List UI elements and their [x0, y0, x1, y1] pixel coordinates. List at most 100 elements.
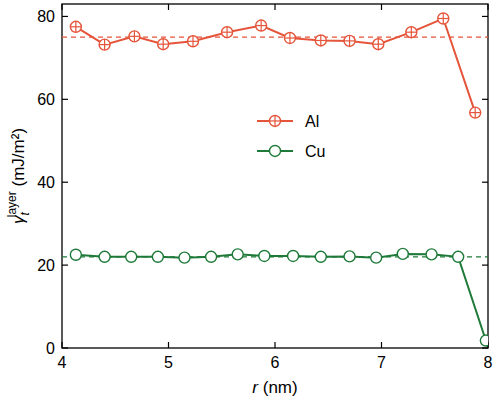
marker-circle [284, 32, 295, 43]
marker-circle [179, 252, 190, 263]
data-point [187, 36, 198, 47]
data-point [179, 252, 190, 263]
marker-plus-v [320, 35, 321, 46]
plot-area [62, 13, 488, 346]
x-tick-label: 8 [484, 354, 493, 371]
marker-circle [373, 39, 384, 50]
marker-plus-v [349, 35, 350, 46]
data-point [406, 27, 417, 38]
marker-circle [438, 13, 449, 24]
x-tick-label: 7 [377, 354, 386, 371]
data-point [315, 251, 326, 262]
y-axis-label: γtlayer (mJ/m²) [5, 128, 32, 224]
data-point [371, 252, 382, 263]
data-point [206, 251, 217, 262]
data-point [129, 31, 140, 42]
data-point [480, 335, 488, 346]
marker-circle [315, 251, 326, 262]
marker-plus-v [192, 36, 193, 47]
y-tick [62, 16, 68, 17]
y-tick-right [482, 265, 488, 266]
marker-circle [152, 251, 163, 262]
x-label-unit: (nm) [258, 378, 298, 397]
marker-plus-v [475, 107, 476, 118]
y-tick-right [482, 16, 488, 17]
y-tick-right [482, 182, 488, 183]
marker-circle [270, 145, 281, 156]
data-point [232, 249, 243, 260]
data-point [152, 251, 163, 262]
x-tick-label: 4 [58, 354, 67, 371]
x-tick [168, 342, 169, 348]
y-tick [62, 265, 68, 266]
y-tick-right [482, 347, 488, 348]
y-tick-label: 60 [37, 91, 55, 108]
series-line [76, 19, 475, 113]
x-tick-top [487, 4, 488, 10]
data-point [284, 32, 295, 43]
data-point [344, 35, 355, 46]
x-tick [61, 342, 62, 348]
marker-circle [256, 20, 267, 31]
reference-line [62, 37, 488, 38]
data-point [222, 27, 233, 38]
y-label-superscript: layer [5, 191, 19, 217]
marker-circle [270, 115, 281, 126]
marker-plus-v [226, 27, 227, 38]
data-point [288, 250, 299, 261]
marker-plus-v [75, 21, 76, 32]
legend-marker [270, 145, 281, 156]
marker-circle [99, 251, 110, 262]
marker-plus-v [289, 32, 290, 43]
marker-circle [222, 27, 233, 38]
marker-circle [315, 35, 326, 46]
data-point [99, 251, 110, 262]
marker-plus-v [443, 13, 444, 24]
y-label-subscript: t [18, 212, 32, 216]
marker-circle [397, 248, 408, 259]
marker-circle [344, 35, 355, 46]
data-point [126, 251, 137, 262]
marker-circle [99, 39, 110, 50]
legend-label: Al [305, 113, 319, 130]
legend-marker [270, 115, 281, 126]
marker-circle [480, 335, 488, 346]
y-tick-label: 40 [37, 174, 55, 191]
marker-circle [453, 251, 464, 262]
chart: 45678020406080r (nm)γtlayer (mJ/m²)AlCu [0, 0, 500, 410]
x-tick-top [274, 4, 275, 10]
marker-circle [70, 21, 81, 32]
data-point [70, 21, 81, 32]
marker-circle [158, 39, 169, 50]
data-point [397, 248, 408, 259]
data-point [453, 251, 464, 262]
x-axis-label: r (nm) [252, 378, 297, 397]
marker-plus-v [163, 39, 164, 50]
marker-plus-v [261, 20, 262, 31]
marker-circle [406, 27, 417, 38]
x-tick-top [381, 4, 382, 10]
legend-label: Cu [305, 143, 325, 160]
x-tick-label: 6 [271, 354, 280, 371]
y-tick-label: 20 [37, 257, 55, 274]
marker-circle [126, 251, 137, 262]
y-tick [62, 347, 68, 348]
x-tick-top [61, 4, 62, 10]
y-tick-label: 0 [46, 340, 55, 357]
plot-frame [62, 4, 488, 348]
legend: Al Cu [257, 113, 325, 160]
x-tick-top [168, 4, 169, 10]
marker-circle [470, 107, 481, 118]
data-point [438, 13, 449, 24]
x-tick-label: 5 [164, 354, 173, 371]
series-line [76, 254, 486, 341]
marker-circle [344, 251, 355, 262]
y-label-unit: (mJ/m²) [9, 128, 28, 191]
x-tick [274, 342, 275, 348]
data-point [426, 249, 437, 260]
data-point [70, 249, 81, 260]
marker-plus-v [411, 27, 412, 38]
data-point [259, 250, 270, 261]
data-point [256, 20, 267, 31]
marker-circle [187, 36, 198, 47]
